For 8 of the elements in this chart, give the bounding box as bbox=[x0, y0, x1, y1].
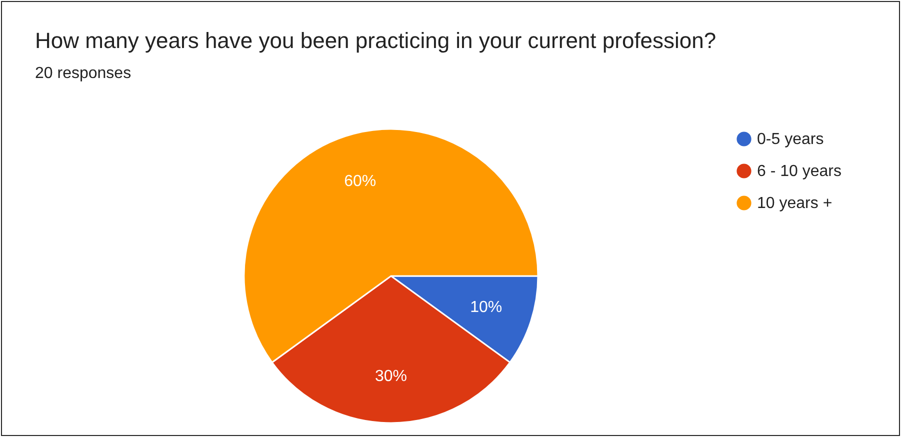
data-label: 10% bbox=[470, 298, 502, 316]
legend-label: 6 - 10 years bbox=[757, 163, 842, 180]
data-label: 30% bbox=[374, 368, 408, 385]
legend-label: 10 years + bbox=[757, 195, 832, 212]
chart-title: How many years have you been practicing in your current profession? bbox=[35, 28, 716, 53]
text: 20 responses bbox=[35, 65, 132, 82]
data-label: 60% bbox=[344, 172, 376, 190]
legend-label: 0-5 years bbox=[757, 131, 824, 148]
